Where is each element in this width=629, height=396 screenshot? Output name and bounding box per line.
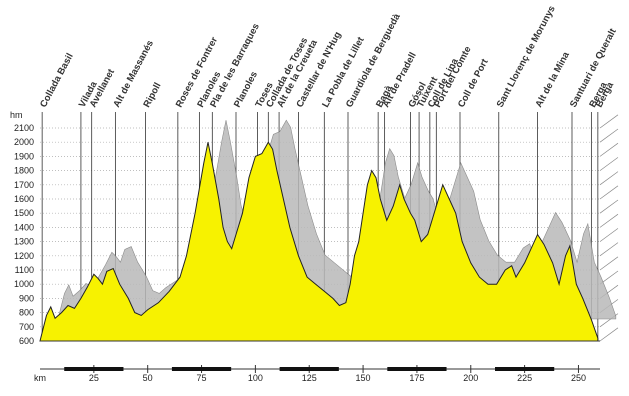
y-tick-label: 1900 bbox=[14, 151, 34, 161]
x-axis-label: km bbox=[34, 373, 46, 383]
place-name: Alt de la Mina bbox=[533, 50, 572, 110]
grid-depth-line bbox=[599, 157, 619, 171]
x-strip-band bbox=[495, 367, 555, 371]
grid-depth-line bbox=[599, 228, 619, 242]
x-tick-label: 200 bbox=[463, 373, 478, 383]
grid-depth-line bbox=[599, 213, 619, 228]
x-tick-label: 225 bbox=[517, 373, 532, 383]
x-strip-band bbox=[387, 367, 447, 371]
y-tick-label: 1300 bbox=[14, 237, 34, 247]
y-tick-label: 2100 bbox=[14, 123, 34, 133]
x-strip-band bbox=[171, 367, 232, 371]
y-tick-label: 2000 bbox=[14, 137, 34, 147]
y-tick-label: 1200 bbox=[14, 251, 34, 261]
elevation-area bbox=[39, 141, 599, 342]
grid-depth-line bbox=[599, 185, 619, 200]
y-tick-label: 1600 bbox=[14, 194, 34, 204]
x-tick-label: 175 bbox=[409, 373, 424, 383]
grid-depth-line bbox=[599, 128, 619, 143]
y-tick-label: 1800 bbox=[14, 166, 34, 176]
grid-depth-line bbox=[599, 199, 619, 214]
place-name: Collada Basil bbox=[38, 52, 76, 110]
x-tick-label: 25 bbox=[89, 373, 99, 383]
y-tick-label: 1000 bbox=[14, 279, 34, 289]
place-name: Ripoll bbox=[141, 81, 163, 109]
x-tick-label: 125 bbox=[302, 373, 317, 383]
x-tick-label: 100 bbox=[248, 373, 263, 383]
grid-depth-line bbox=[599, 142, 619, 157]
grid-depth-line bbox=[599, 256, 619, 271]
x-strip-band bbox=[64, 367, 124, 371]
x-tick-label: 150 bbox=[356, 373, 371, 383]
grid-depth-line bbox=[599, 327, 619, 342]
y-tick-label: 1700 bbox=[14, 180, 34, 190]
y-tick-label: 1100 bbox=[15, 265, 34, 275]
grid-depth-line bbox=[599, 171, 619, 186]
place-name: Pla de les Barraques bbox=[208, 22, 262, 110]
y-tick-label: 1400 bbox=[14, 222, 34, 232]
y-axis-label: hm bbox=[10, 110, 23, 120]
x-strip-band bbox=[279, 367, 339, 371]
y-tick-label: 1500 bbox=[14, 208, 34, 218]
x-tick-label: 250 bbox=[571, 373, 586, 383]
y-tick-label: 800 bbox=[19, 308, 34, 318]
grid-depth-line bbox=[599, 242, 619, 257]
y-tick-label: 600 bbox=[19, 336, 34, 346]
grid-depth-line bbox=[599, 114, 619, 129]
y-tick-label: 700 bbox=[19, 322, 34, 332]
y-tick-label: 900 bbox=[19, 293, 34, 303]
x-tick-label: 50 bbox=[143, 373, 153, 383]
x-tick-label: 75 bbox=[197, 373, 207, 383]
